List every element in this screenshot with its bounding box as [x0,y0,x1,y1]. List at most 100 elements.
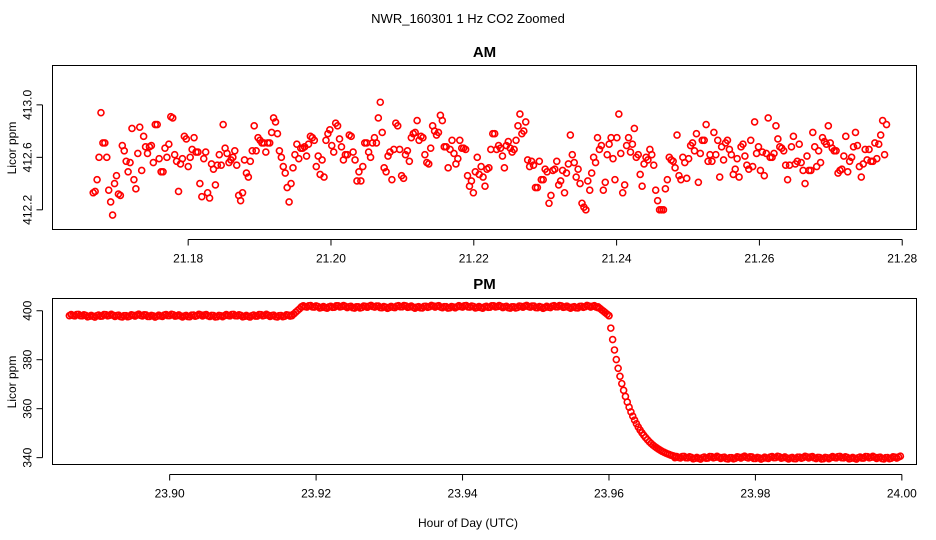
am-data-point [690,146,699,155]
am-data-point [161,144,169,152]
am-data-point [519,127,528,135]
am-data-point [733,154,741,163]
pm-data-point [617,379,626,388]
am-data-point [688,139,697,147]
am-data-point [785,161,794,170]
am-data-point [349,148,357,156]
am-data-point [551,165,559,173]
am-data-point [170,150,179,159]
am-data-point [314,152,323,160]
am-data-point [552,157,561,166]
am-data-point [593,133,602,142]
am-data-point [601,178,610,187]
am-data-point [529,161,538,170]
am-data-point [343,150,352,159]
am-data-point [496,144,505,152]
am-data-points [89,98,891,219]
am-data-point [388,175,396,184]
am-data-point [719,156,728,164]
am-data-point [262,148,270,156]
am-data-point [500,164,509,172]
am-x-tick-label: 21.28 [887,252,917,266]
am-data-point [843,167,852,176]
am-data-point [609,154,617,163]
pm-x-tick-label: 23.98 [740,487,770,501]
pm-x-tick-label: 23.94 [448,487,478,501]
am-data-point [595,145,604,154]
am-data-point [182,135,191,143]
am-data-point [810,143,819,151]
am-data-point [516,110,524,118]
am-data-point [399,174,408,183]
am-data-point [95,153,103,162]
am-data-point [238,188,247,197]
am-data-point [638,182,646,190]
am-data-point [229,153,237,162]
am-data-point [213,161,222,170]
am-data-point [293,140,301,149]
pm-data-point [607,324,615,332]
am-data-point [469,188,478,197]
am-x-tick-label: 21.26 [744,252,774,266]
am-data-point [393,122,402,130]
am-data-point [865,145,873,154]
am-data-point [485,164,493,172]
am-y-tick-label: 413.0 [21,90,35,120]
am-data-point [248,146,257,155]
am-data-point [859,160,868,168]
am-data-point [760,171,769,180]
am-data-point [153,120,162,129]
am-data-point [556,177,565,185]
am-data-point [246,157,255,166]
am-data-point [102,153,111,162]
pm-y-tick-label: 340 [21,447,35,467]
pm-data-point [605,311,613,320]
am-data-point [155,154,163,163]
am-plot-frame [52,65,917,230]
am-data-point [630,124,639,133]
am-data-point [419,133,427,142]
am-data-point [139,132,148,141]
am-data-point [597,141,606,150]
am-data-point [324,129,332,138]
am-data-point [134,149,142,158]
am-data-point [807,166,815,175]
am-data-point [841,132,850,141]
am-data-point [661,185,670,193]
am-data-point [818,133,827,142]
am-data-point [174,187,183,196]
am-data-point [347,132,355,141]
am-data-point [128,124,136,133]
am-data-point [318,156,326,164]
am-data-point [132,185,140,193]
am-data-point [448,136,456,145]
am-data-point [104,186,113,194]
am-data-point [430,127,439,135]
am-data-point [510,145,518,154]
am-data-point [242,169,251,177]
am-data-point [527,157,536,166]
am-data-point [126,158,134,167]
am-data-point [275,146,284,155]
am-data-point [267,128,276,137]
am-data-point [756,166,765,175]
pm-x-tick-label: 23.90 [155,487,185,501]
am-data-point [372,139,381,147]
am-data-point [199,154,208,163]
am-data-point [108,211,117,219]
am-data-point [591,158,600,167]
am-panel-title: AM [473,44,496,61]
am-data-point [504,137,513,146]
am-data-point [401,150,410,159]
am-data-point [682,174,691,183]
am-data-point [752,149,761,158]
am-data-point [781,161,790,170]
pm-y-axis-label: Licor ppm [5,356,19,409]
am-data-point [405,157,414,166]
am-data-point [477,162,485,171]
am-data-point [198,192,206,201]
am-y-axis-label: Licor ppm [5,122,19,175]
am-data-point [669,157,677,166]
am-data-point [748,162,757,171]
am-data-point [851,128,860,137]
